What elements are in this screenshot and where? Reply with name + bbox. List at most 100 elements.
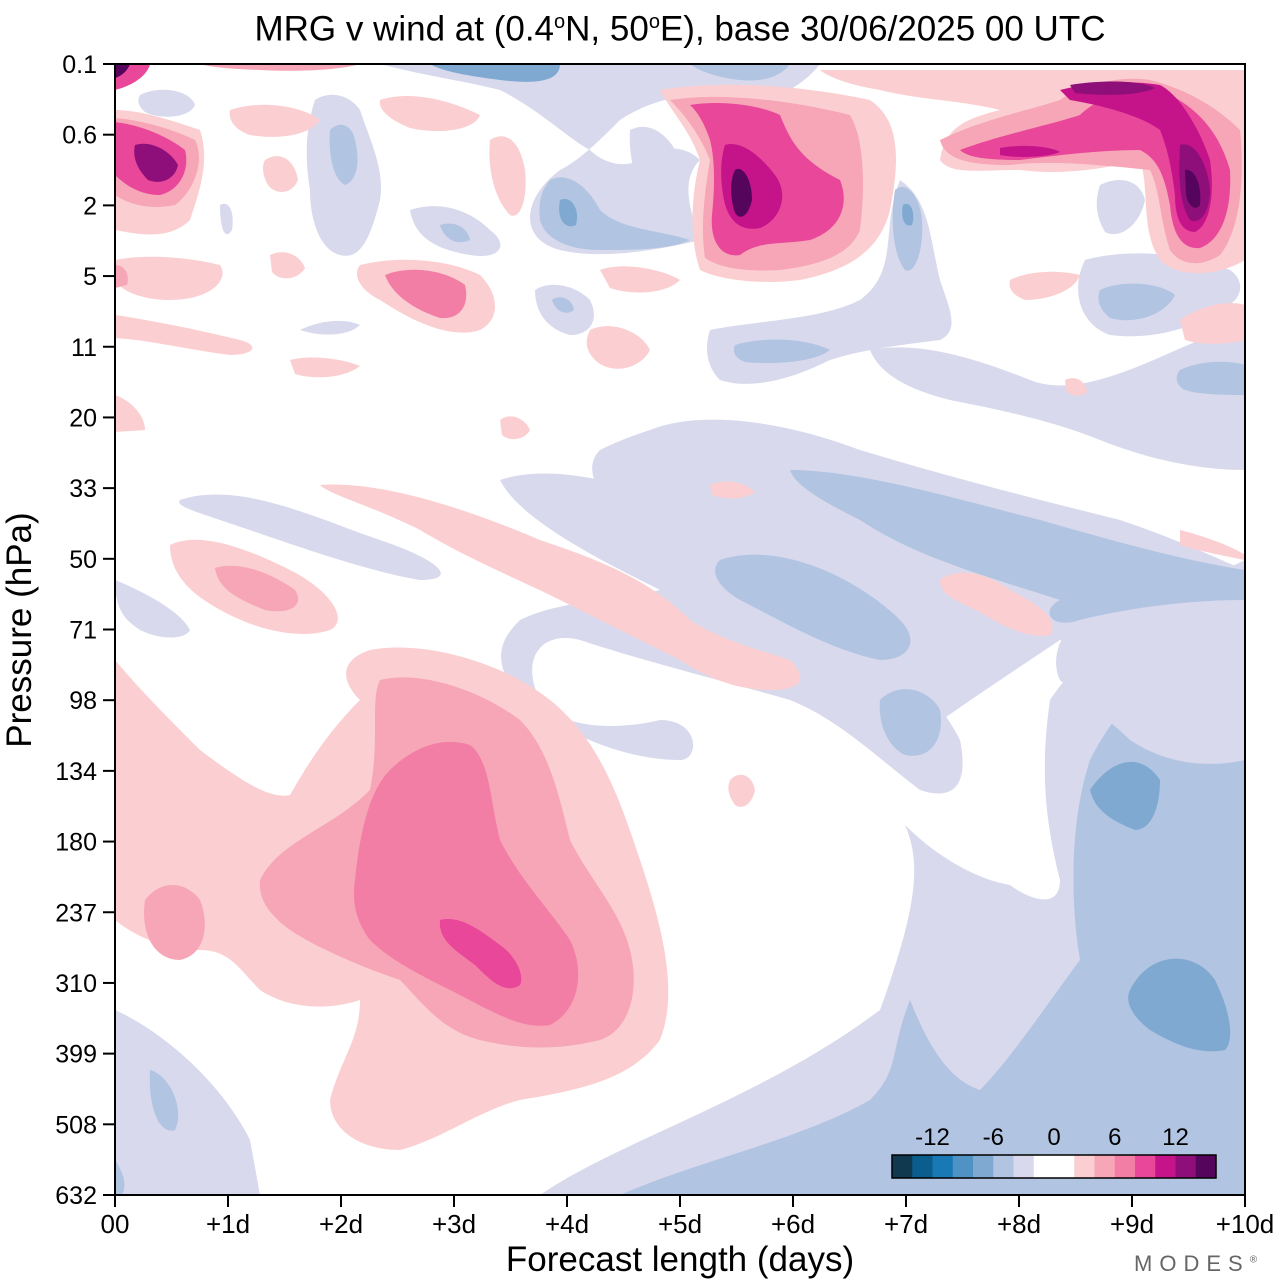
contour-neg-upper-band-right (870, 330, 1245, 470)
contour-neg-top-band-2 (430, 64, 560, 82)
contour-pos-strat-1b (215, 565, 299, 612)
contour-neg-small-1 (138, 89, 195, 117)
y-tick-label: 5 (83, 263, 97, 291)
y-tick-label: 0.6 (62, 122, 97, 150)
modes-logo: MODES® (1134, 1251, 1258, 1276)
contour-neg-bottom-left-small (115, 1160, 125, 1195)
x-tick-label: +2d (319, 1209, 363, 1239)
y-tick-label: 98 (69, 687, 97, 715)
contour-neg-top-band-3 (690, 64, 790, 81)
contour-neg-right-top (629, 126, 681, 206)
y-tick-label: 632 (55, 1182, 97, 1210)
contour-neg-column-2b (440, 223, 470, 243)
y-tick-label: 33 (69, 475, 97, 503)
colorbar-swatch (1155, 1155, 1176, 1178)
contour-neg-lower-left-2 (149, 1070, 179, 1131)
contour-pos-strat-6 (115, 395, 145, 432)
contour-pos-strat-4 (1180, 530, 1245, 560)
contour-pos-top-band-14 (600, 266, 680, 293)
contour-neg-small-4 (300, 320, 360, 335)
contour-pos-top-1d (134, 143, 178, 182)
contour-pos-strat-8 (710, 481, 755, 499)
contour-pos-top-band-6 (229, 104, 320, 137)
contour-fields (115, 64, 1245, 1195)
contour-pos-top-band-11 (1009, 271, 1080, 300)
contour-pos-top-band-lo (115, 256, 223, 300)
x-tick-label: +8d (997, 1209, 1041, 1239)
contour-neg-lower-left (115, 1010, 260, 1195)
y-tick-label: 399 (55, 1041, 97, 1069)
colorbar-frame (891, 1154, 1217, 1179)
y-tick-label: 11 (71, 334, 97, 362)
y-tick-label: 310 (55, 970, 97, 998)
contour-neg-strat-band-3b (715, 554, 911, 660)
contour-neg-strat-band-3 (592, 419, 1245, 750)
y-tick-label: 0.1 (62, 51, 97, 79)
contour-pos-top-band-10 (270, 252, 305, 279)
contour-pos-strat-2 (320, 484, 801, 690)
contour-neg-bottom-band-2 (620, 600, 1245, 1195)
contour-pos-top-band-5 (489, 136, 526, 216)
colorbar-swatch (973, 1155, 994, 1178)
x-tick-label: +10d (1216, 1209, 1275, 1239)
contour-neg-strat-band-1 (179, 494, 441, 580)
contour-pos-top-band-8 (379, 95, 480, 132)
contour-pos-top-band-2b (385, 269, 467, 319)
contour-neg-right-cluster (707, 180, 952, 384)
contour-neg-mid-right (1090, 761, 1160, 830)
contour-pos-right-blob-f (1185, 169, 1201, 208)
contour-neg-strat-band-5 (879, 689, 941, 756)
contour-neg-right-cluster-c (892, 186, 923, 271)
contour-pos-upper-trop-4 (439, 919, 522, 989)
colorbar-tick-label: 0 (1047, 1124, 1060, 1151)
contour-pos-top-band-4 (290, 357, 360, 378)
colorbar-swatch (1013, 1155, 1035, 1178)
colorbar-swatch (993, 1155, 1014, 1178)
contour-pos-top-band-13 (1065, 378, 1087, 396)
x-axis-label: Forecast length (days) (505, 1240, 855, 1279)
contour-neg-strat-right (1056, 600, 1245, 764)
x-axis-ticks: 00 +1d +2d +3d +4d +5d +6d +7d +8d +9d +10d (101, 1195, 1275, 1239)
y-tick-label: 71 (69, 617, 97, 645)
colorbar-swatch (1054, 1155, 1075, 1178)
colorbar-tick-label: 12 (1162, 1124, 1189, 1151)
colorbar-swatch (1074, 1155, 1095, 1178)
contour-pos-strat-7 (500, 416, 530, 440)
colorbar-swatch (1135, 1155, 1156, 1178)
contour-neg-far-right-b (1098, 283, 1175, 321)
contour-pos-strat-3 (940, 572, 1053, 636)
contour-pos-right-blob-h (1000, 145, 1060, 157)
contour-neg-right-cluster-b (733, 339, 830, 364)
colorbar-swatch (1033, 1155, 1055, 1178)
contour-pos-mid-blob-e (731, 168, 752, 217)
y-axis-label: Pressure (hPa) (0, 512, 39, 748)
y-tick-label: 2 (83, 192, 97, 220)
contour-pos-top-band-12 (1180, 303, 1245, 344)
contour-neg-strat-band-4 (790, 470, 1245, 623)
contour-neg-small-2 (220, 203, 233, 235)
colorbar-swatch (1195, 1155, 1217, 1178)
chart-title: MRG v wind at (0.4oN, 50oE), base 30/06/… (254, 9, 1106, 49)
contour-pos-upper-trop-2b (144, 885, 205, 960)
colorbar: -12 -6 0 6 12 (891, 1124, 1217, 1179)
contour-pos-strat-5 (728, 774, 755, 807)
x-tick-label: +6d (771, 1209, 815, 1239)
contour-pos-top-band-7 (263, 156, 298, 192)
contour-pos-top-band-9 (586, 326, 650, 369)
x-tick-label: 00 (101, 1209, 130, 1239)
contour-neg-far-right-c (1096, 180, 1145, 235)
y-axis-ticks: 0.1 0.6 2 5 11 20 33 50 71 98 134 180 237 310 399 508 63… (55, 51, 115, 1210)
x-tick-label: +1d (206, 1209, 250, 1239)
contour-neg-strat-band-2 (500, 473, 963, 794)
contour-neg-top-band (380, 64, 820, 255)
y-tick-label: 134 (55, 758, 97, 786)
colorbar-swatch (1094, 1155, 1116, 1178)
x-tick-label: +3d (432, 1209, 476, 1239)
y-tick-label: 180 (55, 829, 97, 857)
colorbar-swatch (952, 1155, 974, 1178)
contour-pos-upper-trop-3 (353, 741, 579, 1026)
y-tick-label: 50 (69, 546, 97, 574)
x-tick-label: +5d (658, 1209, 702, 1239)
